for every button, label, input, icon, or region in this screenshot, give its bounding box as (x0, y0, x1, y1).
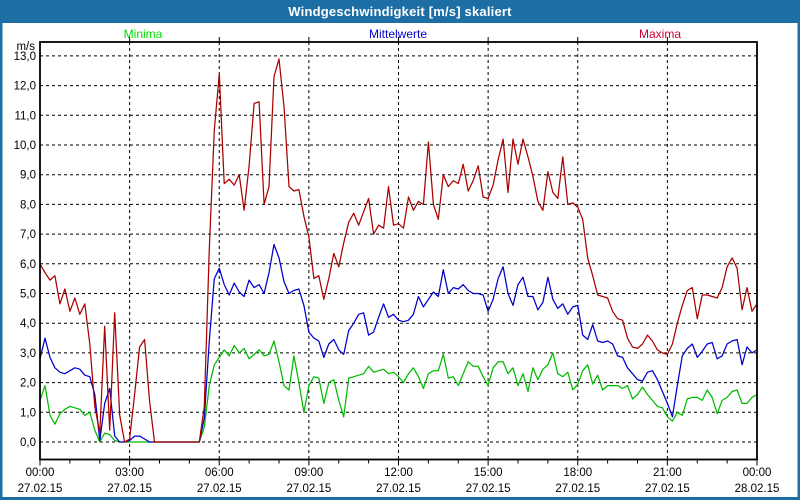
window-title: Windgeschwindigkeit [m/s] skaliert (288, 4, 512, 19)
window-titlebar: Windgeschwindigkeit [m/s] skaliert (0, 0, 800, 23)
x-tick-date: 27.02.15 (645, 483, 690, 495)
x-tick-date: 27.02.15 (376, 483, 421, 495)
x-tick-time: 03:00 (115, 467, 144, 479)
window-border-bottom (0, 497, 800, 500)
x-tick-date: 27.02.15 (466, 483, 511, 495)
x-tick-time: 15:00 (474, 467, 503, 479)
y-tick-label: 10,0 (14, 140, 36, 152)
plot-area (40, 42, 757, 460)
legend-minima: Minima (123, 27, 163, 41)
x-tick-date: 28.02.15 (735, 483, 780, 495)
y-tick-label: 11,0 (14, 110, 36, 122)
x-tick-date: 27.02.15 (286, 483, 331, 495)
x-tick-time: 21:00 (653, 467, 682, 479)
maxima-line (39, 58, 758, 443)
x-tick-date: 27.02.15 (107, 483, 152, 495)
y-tick-label: 1,0 (20, 407, 36, 419)
plot-border (39, 41, 758, 461)
y-tick-label: 3,0 (20, 348, 36, 360)
x-tick-time: 18:00 (563, 467, 592, 479)
x-tick-time: 00:00 (743, 467, 772, 479)
y-tick-label: 5,0 (20, 289, 36, 301)
y-tick-label: 8,0 (20, 199, 36, 211)
window-border-left (0, 23, 3, 500)
x-tick-date: 27.02.15 (555, 483, 600, 495)
x-tick-time: 09:00 (294, 467, 323, 479)
y-tick-label: 6,0 (20, 259, 36, 271)
x-tick-time: 06:00 (205, 467, 234, 479)
y-tick-label: 13,0 (14, 51, 36, 63)
y-tick-label: 7,0 (20, 229, 36, 241)
y-tick-label: 12,0 (14, 81, 36, 93)
y-tick-label: 9,0 (20, 170, 36, 182)
y-tick-label: 0,0 (20, 437, 36, 449)
x-tick-date: 27.02.15 (197, 483, 242, 495)
x-tick-time: 00:00 (26, 467, 55, 479)
x-tick-date: 27.02.15 (18, 483, 63, 495)
y-tick-label: 4,0 (20, 318, 36, 330)
window-border-right (797, 23, 800, 500)
y-axis-unit: m/s (16, 41, 35, 53)
x-tick-time: 12:00 (384, 467, 413, 479)
y-tick-label: 2,0 (20, 378, 36, 390)
legend-maxima: Maxima (638, 27, 682, 41)
legend-mittelwerte: Mittelwerte (368, 27, 428, 41)
